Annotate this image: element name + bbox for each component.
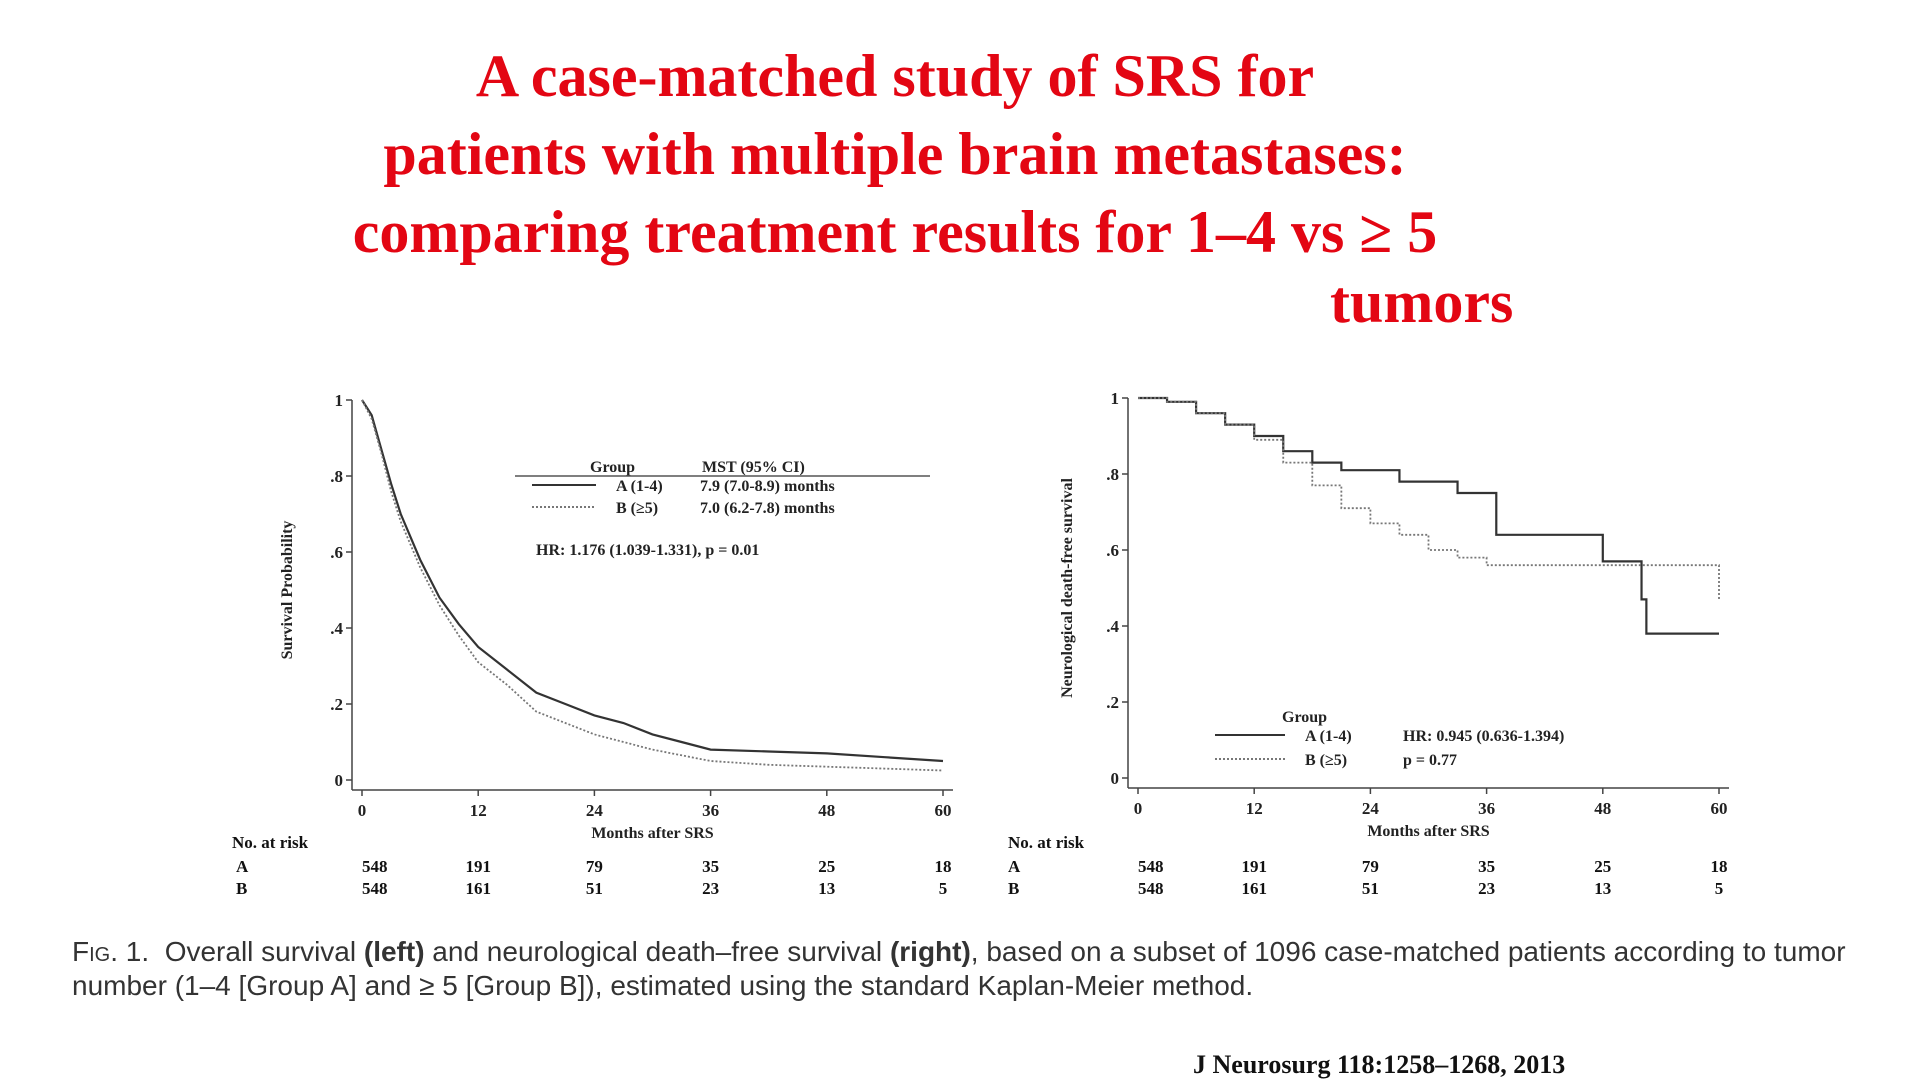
caption-bold-left: (left) xyxy=(363,936,425,967)
chart1-y-tick-label: .2 xyxy=(330,695,343,714)
citation: J Neurosurg 118:1258–1268, 2013 xyxy=(1193,1050,1566,1079)
chart1-risk-value: 18 xyxy=(935,857,952,876)
chart2-x-tick-label: 12 xyxy=(1246,799,1263,818)
chart1-x-tick-label: 24 xyxy=(586,801,604,820)
chart2-y-tick-label: .8 xyxy=(1106,465,1119,484)
chart2-x-tick-label: 60 xyxy=(1711,799,1728,818)
chart1-series-a-line xyxy=(361,399,944,763)
chart1-hr-annotation: HR: 1.176 (1.039-1.331), p = 0.01 xyxy=(536,542,759,559)
chart1-y-tick-label: .8 xyxy=(330,467,343,486)
chart1-x-tick-label: 36 xyxy=(702,801,719,820)
chart1-risk-value: 35 xyxy=(702,857,719,876)
chart2-legend-label-a: A (1-4) xyxy=(1305,728,1352,745)
title-line-2: patients with multiple brain metastases: xyxy=(383,121,1407,187)
chart1-risk-group-a: A xyxy=(236,857,249,876)
chart1-risk-value: 25 xyxy=(818,857,835,876)
chart2-risk-value: 51 xyxy=(1362,879,1379,898)
chart1-risk-value: 5 xyxy=(939,879,948,898)
caption-bold-right: (right) xyxy=(889,936,971,967)
chart2-x-axis-label: Months after SRS xyxy=(1367,823,1489,840)
chart2-risk-value: 161 xyxy=(1241,879,1267,898)
caption-fig-label: Fig. 1. xyxy=(72,936,150,967)
chart1-risk-value: 548 xyxy=(362,879,388,898)
chart2-risk-value: 13 xyxy=(1594,879,1611,898)
chart1-risk-value: 23 xyxy=(702,879,719,898)
chart1-legend-value-a: 7.9 (7.0-8.9) months xyxy=(700,478,835,495)
chart2-legend-value-b: p = 0.77 xyxy=(1403,752,1457,769)
caption-text-3: , based on a subset of 1096 case-matched… xyxy=(72,936,1846,1001)
chart1-x-tick-label: 0 xyxy=(358,801,367,820)
chart1-legend-header-group: Group xyxy=(590,459,635,476)
chart2-legend-label-b: B (≥5) xyxy=(1305,752,1347,769)
chart2-risk-group-a: A xyxy=(1008,857,1021,876)
chart2-risk-value: 35 xyxy=(1478,857,1495,876)
title-line-3: comparing treatment results for 1–4 vs ≥… xyxy=(352,199,1438,265)
chart1-risk-table-title: No. at risk xyxy=(232,833,309,852)
chart1-risk-value: 51 xyxy=(586,879,603,898)
chart1-legend-label-b: B (≥5) xyxy=(616,500,658,517)
chart2-legend-header-group: Group xyxy=(1282,709,1327,726)
chart1-x-tick-label: 60 xyxy=(935,801,952,820)
chart2-x-tick-label: 0 xyxy=(1134,799,1143,818)
title-line-4: tumors xyxy=(1330,269,1514,335)
figure-caption: Fig. 1. Overall survival (left) and neur… xyxy=(72,935,1892,1003)
chart1-risk-value: 79 xyxy=(586,857,603,876)
chart1-risk-group-b: B xyxy=(236,879,247,898)
chart1-y-tick-label: 0 xyxy=(335,771,344,790)
chart2-risk-value: 548 xyxy=(1138,879,1164,898)
chart2-x-tick-label: 48 xyxy=(1594,799,1611,818)
chart2-risk-value: 548 xyxy=(1138,857,1164,876)
chart2-risk-value: 5 xyxy=(1715,879,1724,898)
chart1-x-tick-label: 12 xyxy=(470,801,487,820)
chart2-series-b-line xyxy=(1138,397,1720,600)
chart1-legend-value-b: 7.0 (6.2-7.8) months xyxy=(700,500,835,517)
chart2-risk-value: 191 xyxy=(1241,857,1267,876)
chart1-y-tick-label: .4 xyxy=(330,619,343,638)
chart2-y-tick-label: 1 xyxy=(1111,389,1120,408)
chart2-y-axis-label: Neurological death-free survival xyxy=(1059,478,1076,698)
chart1-legend-label-a: A (1-4) xyxy=(616,478,663,495)
chart1-series-b-line xyxy=(361,399,944,772)
chart1-legend-header-mst: MST (95% CI) xyxy=(702,459,805,476)
chart2-risk-group-b: B xyxy=(1008,879,1019,898)
chart2-risk-table-title: No. at risk xyxy=(1008,833,1085,852)
chart1-x-axis-label: Months after SRS xyxy=(591,825,713,842)
chart1-risk-value: 161 xyxy=(465,879,491,898)
chart1-x-tick-label: 48 xyxy=(818,801,835,820)
chart2-x-tick-label: 24 xyxy=(1362,799,1380,818)
chart2-y-tick-label: .2 xyxy=(1106,693,1119,712)
chart1-risk-value: 191 xyxy=(465,857,491,876)
chart1-risk-value: 13 xyxy=(818,879,835,898)
chart1-risk-value: 548 xyxy=(362,857,388,876)
chart2-x-tick-label: 36 xyxy=(1478,799,1495,818)
chart2-risk-value: 23 xyxy=(1478,879,1495,898)
caption-text-1: Overall survival xyxy=(164,936,364,967)
chart2-series-a-line xyxy=(1138,396,1719,635)
chart2-risk-value: 25 xyxy=(1594,857,1611,876)
chart1-y-tick-label: 1 xyxy=(335,391,344,410)
chart2-y-tick-label: .6 xyxy=(1106,541,1119,560)
chart1-y-tick-label: .6 xyxy=(330,543,343,562)
caption-text-2: and neurological death–free survival xyxy=(424,936,890,967)
title-line-1: A case-matched study of SRS for xyxy=(475,43,1315,109)
chart1-y-axis-label: Survival Probability xyxy=(279,521,296,660)
chart2-y-tick-label: .4 xyxy=(1106,617,1119,636)
chart2-risk-value: 18 xyxy=(1711,857,1728,876)
chart2-legend-value-a: HR: 0.945 (0.636-1.394) xyxy=(1403,728,1564,745)
survival-charts: 0 .2 .4 .6 .8 1 0 12 24 36 48 60 Months after SRS Sur… xyxy=(232,389,1729,898)
chart2-y-tick-label: 0 xyxy=(1111,769,1120,788)
chart2-risk-value: 79 xyxy=(1362,857,1379,876)
